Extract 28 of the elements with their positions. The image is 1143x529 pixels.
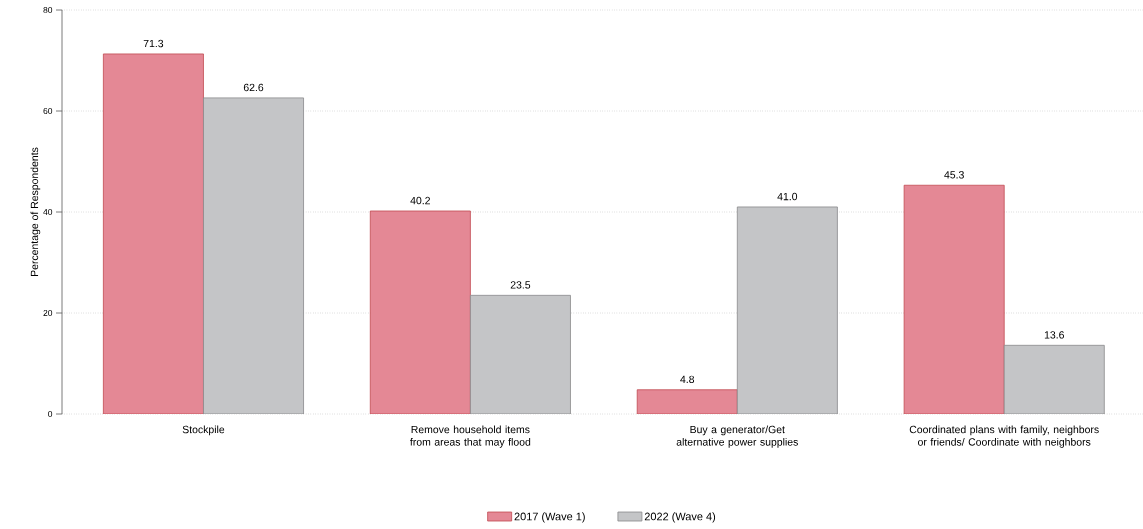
y-tick-label: 40	[43, 209, 53, 215]
x-tick-label: Buy a generator/Get alternative power supplies	[676, 425, 798, 448]
bar	[102, 53, 204, 414]
data-label: 40.2	[410, 196, 430, 205]
bar	[469, 294, 571, 414]
legend-label: 2017 (Wave 1)	[514, 512, 585, 523]
data-label: 45.3	[944, 171, 964, 179]
bar	[1003, 344, 1105, 414]
bar	[903, 184, 1005, 414]
data-label: 71.3	[143, 39, 164, 48]
bar	[369, 210, 471, 414]
bar	[636, 389, 738, 414]
x-tick-label: Remove household items from areas that may flood	[410, 425, 531, 448]
bar	[203, 97, 304, 414]
bar	[736, 206, 838, 414]
x-tick-label: Stockpile	[182, 425, 225, 436]
y-tick-label: 20	[43, 310, 53, 316]
data-label: 13.6	[1044, 331, 1064, 339]
x-tick-label: Coordinated plans with family, neighbors or friends/ Coordinate with neighbors	[909, 425, 1099, 448]
data-label: 62.6	[243, 83, 264, 92]
data-label: 41.0	[777, 192, 798, 201]
legend-label: 2022 (Wave 4)	[644, 512, 716, 523]
data-label: 23.5	[510, 281, 531, 289]
y-tick-label: 60	[43, 108, 53, 114]
y-tick-label: 0	[48, 411, 53, 417]
data-label: 4.8	[680, 375, 695, 384]
y-axis-title: Percentage of Respondents	[30, 147, 41, 276]
y-tick-label: 80	[43, 7, 53, 13]
